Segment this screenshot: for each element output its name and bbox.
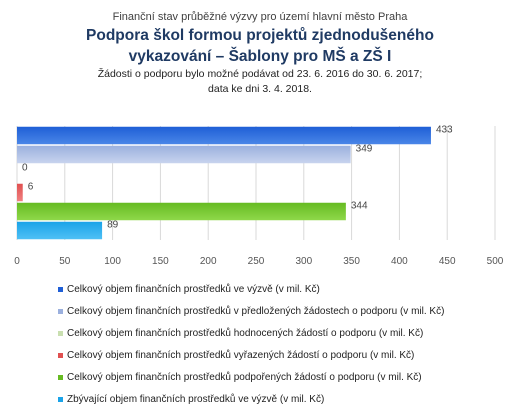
legend-label: Zbývající objem finančních prostředků ve…: [67, 394, 325, 405]
bar-value-label: 89: [107, 220, 119, 231]
bar-value-label: 349: [356, 144, 373, 155]
bar: [17, 221, 103, 240]
legend-label: Celkový objem finančních prostředků ve v…: [67, 284, 320, 295]
chart-header: Finanční stav průběžné výzvy pro území h…: [0, 0, 520, 96]
legend-label: Celkový objem finančních prostředků podp…: [67, 372, 422, 383]
bar-value-label: 433: [436, 125, 453, 136]
bar-value-label: 6: [28, 182, 34, 193]
legend-item: Celkový objem finančních prostředků podp…: [58, 371, 498, 393]
x-tick-label: 0: [14, 256, 20, 267]
chart-supertitle: Finanční stav průběžné výzvy pro území h…: [112, 11, 408, 23]
legend-swatch: [58, 353, 63, 358]
legend-item: Celkový objem finančních prostředků v př…: [58, 305, 498, 327]
chart-title-line-2: vykazování – Šablony pro MŠ a ZŠ I: [128, 48, 392, 65]
legend-label: Celkový objem finančních prostředků hodn…: [67, 328, 424, 339]
chart-legend: Celkový objem finančních prostředků ve v…: [58, 283, 498, 415]
bar-value-label: 344: [351, 201, 368, 212]
chart-subtitle-line-1: Žádosti o podporu bylo možné podávat od …: [97, 68, 423, 80]
legend-label: Celkový objem finančních prostředků vyřa…: [67, 350, 415, 361]
x-tick-label: 350: [343, 256, 360, 267]
bar: [17, 126, 431, 145]
bar-value-label: 0: [22, 163, 28, 174]
legend-item: Celkový objem finančních prostředků hodn…: [58, 327, 498, 349]
x-tick-label: 450: [439, 256, 456, 267]
legend-swatch: [58, 331, 63, 336]
x-tick-label: 250: [248, 256, 265, 267]
legend-swatch: [58, 375, 63, 380]
bar: [17, 183, 23, 202]
x-tick-label: 100: [104, 256, 121, 267]
x-tick-label: 150: [152, 256, 169, 267]
chart-subtitle-line-2: data ke dni 3. 4. 2018.: [208, 83, 312, 95]
legend-item: Celkový objem finančních prostředků ve v…: [58, 283, 498, 305]
x-tick-label: 50: [59, 256, 71, 267]
legend-swatch: [58, 309, 63, 314]
legend-label: Celkový objem finančních prostředků v př…: [67, 306, 445, 317]
legend-item: Zbývající objem finančních prostředků ve…: [58, 393, 498, 415]
legend-item: Celkový objem finančních prostředků vyřa…: [58, 349, 498, 371]
legend-swatch: [58, 397, 63, 402]
chart-title-line-1: Podpora škol formou projektů zjednodušen…: [86, 27, 434, 44]
bar: [17, 202, 346, 221]
x-tick-label: 200: [200, 256, 217, 267]
x-tick-label: 300: [295, 256, 312, 267]
x-tick-label: 500: [487, 256, 504, 267]
legend-swatch: [58, 287, 63, 292]
x-tick-label: 400: [391, 256, 408, 267]
bar: [17, 145, 351, 164]
